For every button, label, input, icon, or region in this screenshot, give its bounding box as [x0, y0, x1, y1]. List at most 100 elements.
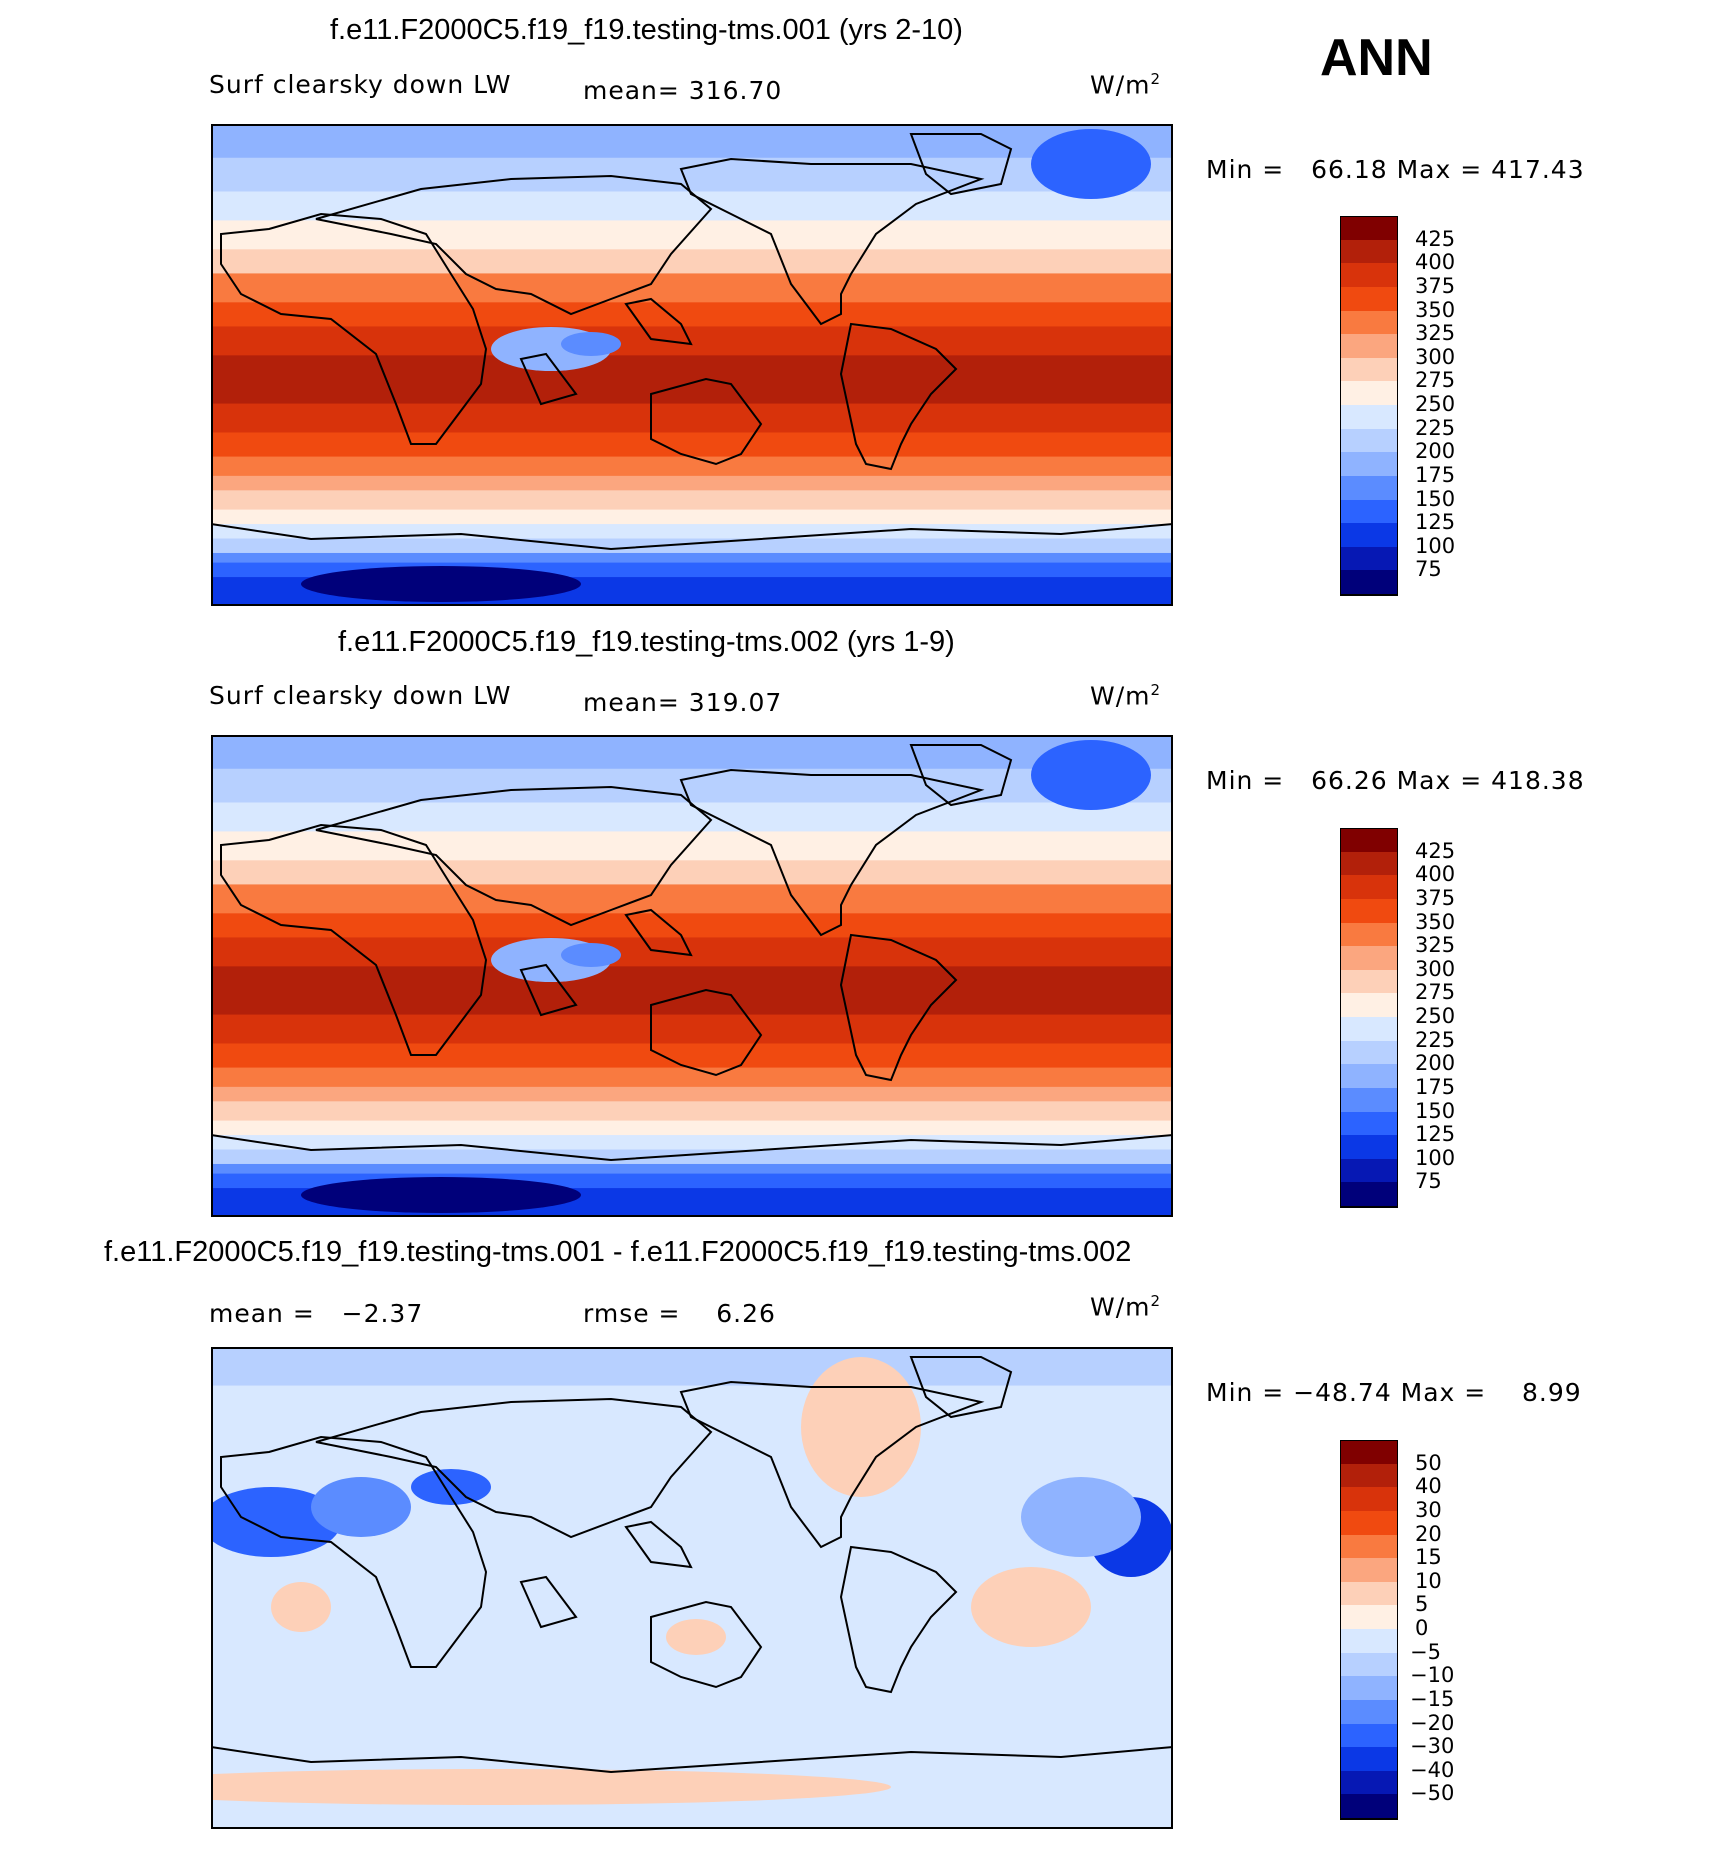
positive-anomaly: [801, 1357, 921, 1497]
contour-band: [211, 538, 1173, 554]
contour-band: [211, 302, 1173, 328]
map-frame: [211, 735, 1173, 1217]
map-canvas: [211, 1347, 1173, 1829]
colorbar-tick-label: 150: [1415, 1098, 1456, 1123]
map-canvas: [211, 735, 1173, 1217]
colorbar-tick-label: 200: [1415, 1051, 1456, 1076]
coastline: [624, 297, 693, 346]
contour-band: [211, 456, 1173, 477]
colorbar-tick-label: −5: [1410, 1639, 1441, 1664]
coastline: [909, 744, 1013, 807]
panel-3-rmse-label: rmse = 6.26: [583, 1299, 776, 1328]
positive-anomaly: [666, 1619, 726, 1655]
coastline: [650, 988, 763, 1077]
coastline: [315, 1397, 713, 1539]
polar-low: [1031, 129, 1151, 199]
panel-2-title: f.e11.F2000C5.f19_f19.testing-tms.002 (y…: [338, 626, 955, 658]
contour-band: [211, 937, 1173, 968]
negative-anomaly: [411, 1469, 491, 1505]
coastline: [211, 522, 1173, 606]
colorbar-frame: [1340, 828, 1398, 1208]
colorbar-tick-label: 250: [1415, 392, 1456, 416]
contour-band: [211, 966, 1173, 1016]
colorbar-tick-label: 325: [1415, 321, 1456, 346]
colorbar-tick-label: 30: [1415, 1497, 1442, 1522]
positive-anomaly: [211, 1769, 891, 1805]
panel-2-units: W/m2: [1090, 681, 1162, 711]
coastline: [650, 377, 763, 466]
colorbar-tick-label: −30: [1410, 1734, 1455, 1759]
coastline: [679, 768, 985, 937]
colorbar-swatch: [1340, 239, 1398, 265]
contour-band: [211, 831, 1173, 862]
panel-1-minmax: Min = 66.18 Max = 417.43: [1206, 155, 1585, 184]
panel-2-colorbar: 425 400 375 350 325 300 275 250 225 200 175 150 125 1…: [1340, 828, 1455, 1208]
panel-2-minmax: Min = 66.26 Max = 418.38: [1206, 766, 1585, 795]
coastline: [624, 1520, 693, 1569]
contour-band: [211, 1135, 1173, 1151]
polar-low: [301, 566, 581, 602]
colorbar-tick-label: 100: [1415, 533, 1456, 558]
contour-band: [211, 1347, 1173, 1387]
colorbar-tick-label: 250: [1415, 1004, 1456, 1028]
colorbar-tick-label: 375: [1415, 273, 1456, 298]
panel-3-minmax: Min = −48.74 Max = 8.99: [1206, 1378, 1582, 1407]
panel-2-variable-label: Surf clearsky down LW: [209, 681, 512, 710]
colorbar-tick-label: 325: [1415, 933, 1456, 958]
panel-1-map: [211, 124, 1173, 606]
panel-2-mean-label: mean= 319.07: [583, 688, 783, 717]
contour-band: [211, 490, 1173, 511]
polar-low: [301, 1177, 581, 1213]
coastline: [679, 157, 985, 326]
contour-band: [211, 552, 1173, 564]
contour-band: [211, 884, 1173, 915]
colorbar-tick-label: 125: [1415, 510, 1456, 535]
contour-band: [211, 1149, 1173, 1165]
coastline: [315, 174, 713, 316]
contour-band: [211, 249, 1173, 275]
panel-3-colorbar: 50 40 30 20 15 10 5 0 −5 −10 −15 −20 −30 −40 −50: [1340, 1440, 1454, 1820]
coastline: [909, 133, 1013, 196]
colorbar-tick-label: 400: [1415, 250, 1456, 275]
panel-2-map: [211, 735, 1173, 1217]
colorbar-tick-label: 150: [1415, 486, 1456, 511]
colorbar-tick-label: 425: [1415, 226, 1456, 251]
colorbar-tick-label: 225: [1415, 1027, 1456, 1052]
contour-band: [211, 735, 1173, 770]
colorbar-tick-label: 75: [1415, 557, 1442, 582]
colorbar-tick-label: 0: [1415, 1616, 1429, 1640]
colorbar-tick-label: −50: [1410, 1781, 1455, 1806]
contour-band: [211, 403, 1173, 434]
positive-anomaly: [271, 1582, 331, 1632]
contour-band: [211, 1120, 1173, 1137]
colorbar-swatch: [1340, 1747, 1398, 1772]
coastline: [839, 1545, 958, 1694]
colorbar-tick-label: 400: [1415, 862, 1456, 887]
colorbar-tick-label: −40: [1410, 1757, 1455, 1782]
colorbar-swatch: [1340, 1510, 1398, 1536]
colorbar-tick-label: 275: [1415, 980, 1456, 1005]
coastline: [679, 1380, 985, 1549]
map-canvas: [211, 124, 1173, 606]
colorbar-swatch: [1340, 570, 1398, 595]
colorbar-tick-label: 20: [1415, 1521, 1442, 1546]
contour-band: [211, 191, 1173, 222]
colorbar-tick-label: 275: [1415, 368, 1456, 393]
coastline: [624, 908, 693, 957]
contour-band: [211, 220, 1173, 251]
colorbar-tick-label: 50: [1415, 1450, 1442, 1475]
colorbar-swatch: [1340, 1794, 1398, 1819]
panel-1-units: W/m2: [1090, 70, 1162, 100]
coastline: [519, 352, 578, 406]
contour-band: [211, 524, 1173, 540]
positive-anomaly: [971, 1567, 1091, 1647]
panel-3-units: W/m2: [1090, 1292, 1162, 1322]
coastline: [519, 963, 578, 1017]
contour-band: [211, 475, 1173, 492]
colorbar-swatch: [1340, 452, 1398, 477]
season-label: ANN: [1320, 29, 1433, 87]
coastline: [315, 785, 713, 927]
coastline: [211, 1745, 1173, 1829]
contour-band: [211, 355, 1173, 405]
coastline: [839, 933, 958, 1082]
